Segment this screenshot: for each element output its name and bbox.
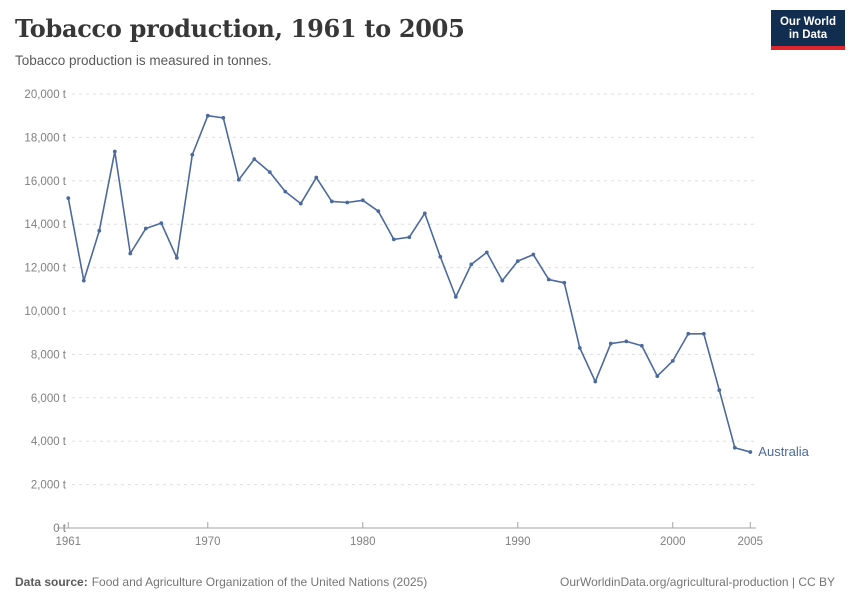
x-tick-label: 1980 — [350, 536, 376, 548]
data-point — [376, 209, 381, 214]
data-point — [128, 251, 133, 256]
data-point — [329, 199, 334, 204]
data-point — [283, 189, 288, 194]
y-tick-label: 4,000 t — [31, 436, 67, 448]
data-point — [81, 278, 86, 283]
data-point — [438, 254, 443, 259]
data-point — [422, 211, 427, 216]
data-point — [159, 221, 164, 226]
data-point — [267, 170, 272, 175]
data-point — [562, 280, 567, 285]
data-point — [252, 157, 257, 161]
data-point — [143, 226, 148, 231]
data-point — [190, 152, 195, 157]
x-tick-label: 1961 — [56, 536, 82, 548]
x-tick-label: 1970 — [195, 536, 221, 548]
y-tick-label: 2,000 t — [31, 480, 67, 492]
data-source-text: Food and Agriculture Organization of the… — [91, 575, 428, 589]
chart-subtitle: Tobacco production is measured in tonnes… — [15, 53, 272, 68]
data-point — [531, 252, 536, 257]
data-point — [624, 339, 629, 344]
data-point — [236, 177, 241, 182]
data-point — [701, 331, 706, 336]
data-point — [66, 196, 71, 201]
entity-label-australia[interactable]: Australia — [758, 444, 809, 459]
data-point — [515, 259, 520, 263]
data-point — [639, 343, 644, 348]
data-point — [205, 113, 210, 118]
data-point — [717, 388, 722, 393]
data-line-australia — [67, 114, 752, 453]
footer-credit-link[interactable]: OurWorldinData.org/agricultural-producti… — [559, 575, 835, 589]
x-tick-label: 2005 — [738, 536, 764, 548]
chart-title: Tobacco production, 1961 to 2005 — [15, 14, 465, 43]
data-point — [593, 379, 598, 384]
data-point — [655, 374, 660, 378]
data-point — [97, 228, 102, 233]
data-point — [608, 341, 613, 346]
logo-line1: Our World — [779, 16, 836, 28]
data-point — [407, 235, 412, 240]
data-point — [670, 359, 675, 363]
y-tick-label: 6,000 t — [31, 393, 67, 405]
data-point — [469, 262, 474, 267]
chart-footer: Data source: Food and Agriculture Organiz… — [15, 575, 835, 589]
data-point — [391, 237, 396, 242]
data-point — [484, 250, 489, 255]
y-tick-label: 10,000 t — [24, 306, 66, 318]
data-point — [732, 445, 737, 450]
data-point — [686, 331, 691, 336]
y-tick-label: 16,000 t — [24, 176, 66, 188]
x-tick-label: 2000 — [660, 536, 686, 548]
data-point — [314, 175, 319, 180]
data-point — [360, 198, 365, 203]
y-tick-label: 20,000 t — [24, 89, 66, 101]
data-point — [577, 345, 582, 350]
data-point — [345, 200, 350, 205]
y-tick-label: 0 t — [53, 523, 67, 535]
y-tick-label: 8,000 t — [31, 349, 67, 361]
y-tick-label: 18,000 t — [24, 132, 66, 144]
owid-logo[interactable]: Our World in Data — [770, 10, 845, 50]
y-tick-label: 14,000 t — [24, 219, 66, 231]
data-point — [221, 115, 226, 120]
data-point — [174, 255, 179, 260]
x-tick-label: 1990 — [505, 536, 531, 548]
line-chart: 0 t 2,000 t 4,000 t 6,000 t 8,000 t 10,000 t 1… — [24, 89, 809, 548]
data-point — [112, 149, 117, 154]
data-point — [500, 278, 505, 283]
data-point — [298, 201, 303, 206]
data-source-label: Data source: — [15, 575, 88, 589]
y-tick-label: 12,000 t — [24, 263, 66, 275]
data-point — [546, 277, 551, 282]
data-point — [748, 450, 753, 454]
logo-line2: in Data — [788, 29, 828, 41]
data-source: Data source: Food and Agriculture Organiz… — [15, 575, 427, 589]
data-point — [453, 294, 458, 299]
